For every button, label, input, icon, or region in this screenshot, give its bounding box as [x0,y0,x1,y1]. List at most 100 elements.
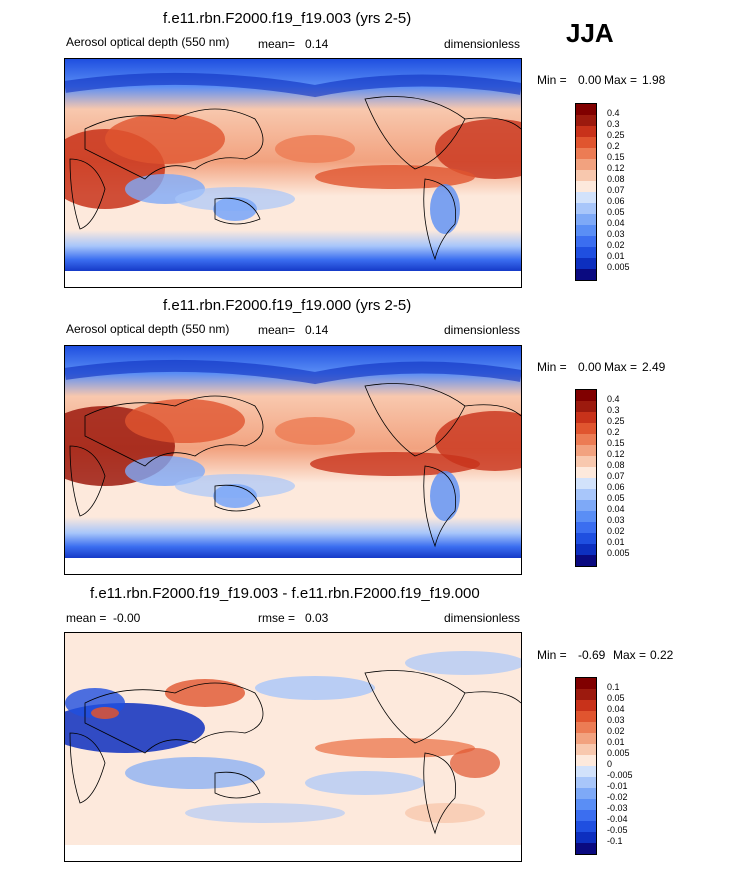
panel-3-rmse-label: rmse = [258,611,296,625]
colorbar-tick-label: 0.005 [607,262,630,272]
colorbar-swatch [576,700,596,711]
colorbar-swatch [576,755,596,766]
colorbar-swatch [576,678,596,689]
colorbar-tick-label: 0.4 [607,394,620,404]
panel-2-mean-label: mean= [258,323,296,337]
colorbar-tick-label: 0.06 [607,482,625,492]
colorbar-swatch [576,478,596,489]
colorbar-swatch [576,137,596,148]
colorbar-tick-label: -0.05 [607,825,628,835]
colorbar-tick-label: 0.05 [607,693,625,703]
colorbar-tick-label: -0.01 [607,781,628,791]
colorbar-swatch [576,555,596,566]
colorbar-swatch [576,258,596,269]
colorbar-swatch [576,423,596,434]
panel-3-colorbar [575,677,597,855]
colorbar-swatch [576,126,596,137]
colorbar-tick-label: 0.03 [607,715,625,725]
colorbar-swatch [576,711,596,722]
colorbar-swatch [576,511,596,522]
colorbar-swatch [576,401,596,412]
panel-2-variable-label: Aerosol optical depth (550 nm) [66,322,230,336]
colorbar-tick-label: 0.06 [607,196,625,206]
colorbar-tick-label: 0.3 [607,119,620,129]
colorbar-tick-label: -0.005 [607,770,633,780]
colorbar-tick-label: 0.08 [607,174,625,184]
colorbar-swatch [576,544,596,555]
colorbar-tick-label: 0.3 [607,405,620,415]
panel-2-units: dimensionless [444,323,521,337]
colorbar-tick-label: 0.005 [607,548,630,558]
colorbar-swatch [576,115,596,126]
colorbar-tick-label: 0 [607,759,613,769]
colorbar-swatch [576,159,596,170]
panel-2-min-value: 0.00 [578,360,602,374]
panel-3-rmse-value: 0.03 [305,611,329,625]
colorbar-swatch [576,489,596,500]
panel-2-map [64,345,522,575]
colorbar-swatch [576,203,596,214]
colorbar-swatch [576,689,596,700]
colorbar-tick-label: 0.25 [607,130,625,140]
panel-1-units: dimensionless [444,37,521,51]
colorbar-swatch [576,744,596,755]
colorbar-swatch [576,269,596,280]
colorbar-tick-label: 0.4 [607,108,620,118]
colorbar-swatch [576,810,596,821]
colorbar-tick-label: 0.07 [607,471,625,481]
colorbar-swatch [576,445,596,456]
colorbar-tick-label: 0.07 [607,185,625,195]
panel-3-coastlines [69,670,521,835]
colorbar-tick-label: 0.01 [607,737,625,747]
colorbar-tick-label: 0.005 [607,748,630,758]
colorbar-swatch [576,788,596,799]
panel-1-map-field [65,59,521,287]
panel-2-colorbar-ticks: 0.4 0.3 0.25 0.2 0.15 0.12 0.08 0.07 0.06 0.05 0.0… [607,389,647,565]
panel-3-map [64,632,522,862]
panel-1-mean-label: mean= [258,37,296,51]
panel-3-max-value: 0.22 [650,648,674,662]
panel-3-colorbar-ticks: 0.1 0.05 0.04 0.03 0.02 0.01 0.005 0 -0.005 -0.01… [607,677,647,853]
colorbar-tick-label: -0.03 [607,803,628,813]
colorbar-tick-label: 0.04 [607,704,625,714]
panel-2-max-label: Max = [604,360,638,374]
colorbar-tick-label: 0.02 [607,726,625,736]
colorbar-swatch [576,766,596,777]
panel-1-max-label: Max = [604,73,638,87]
colorbar-swatch [576,390,596,401]
panel-3-min-value: -0.69 [578,648,606,662]
panel-3-mean-value: -0.00 [113,611,141,625]
panel-2-colorbar [575,389,597,567]
panel-1-max-value: 1.98 [642,73,666,87]
colorbar-tick-label: 0.01 [607,251,625,261]
colorbar-tick-label: -0.1 [607,836,623,846]
colorbar-tick-label: 0.15 [607,152,625,162]
panel-1-colorbar-ticks: 0.4 0.3 0.25 0.2 0.15 0.12 0.08 0.07 0.06 0.05 0.0… [607,103,647,279]
panel-3-title: f.e11.rbn.F2000.f19_f19.003 - f.e11.rbn.… [90,585,480,602]
panel-2-min-label: Min = [537,360,567,374]
colorbar-tick-label: 0.12 [607,163,625,173]
colorbar-tick-label: 0.1 [607,682,620,692]
colorbar-swatch [576,843,596,854]
season-label: JJA [566,18,614,48]
panel-3-mean-label: mean = [66,611,107,625]
colorbar-tick-label: 0.03 [607,515,625,525]
panel-2-coastlines [69,383,521,548]
colorbar-swatch [576,104,596,115]
colorbar-swatch [576,777,596,788]
colorbar-tick-label: 0.04 [607,504,625,514]
colorbar-swatch [576,722,596,733]
colorbar-tick-label: 0.2 [607,141,620,151]
colorbar-swatch [576,181,596,192]
colorbar-tick-label: 0.05 [607,207,625,217]
panel-1-min-value: 0.00 [578,73,602,87]
colorbar-swatch [576,192,596,203]
colorbar-swatch [576,456,596,467]
colorbar-swatch [576,500,596,511]
colorbar-swatch [576,225,596,236]
colorbar-swatch [576,522,596,533]
colorbar-tick-label: 0.02 [607,240,625,250]
colorbar-swatch [576,412,596,423]
colorbar-swatch [576,170,596,181]
panel-2-max-value: 2.49 [642,360,666,374]
